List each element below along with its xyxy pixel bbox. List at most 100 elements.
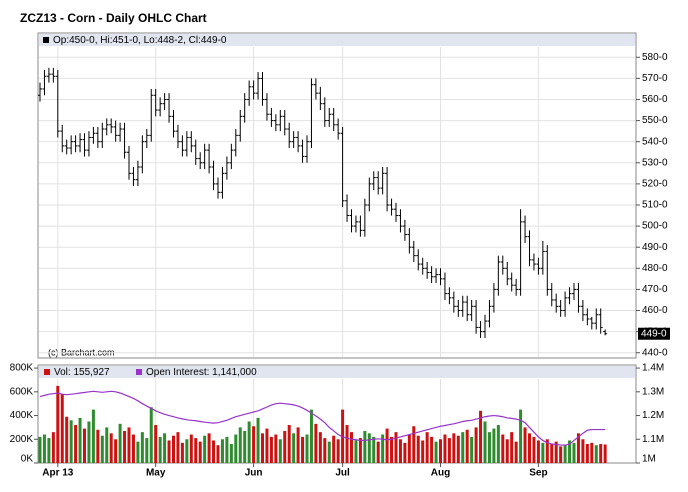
volume-bar [594,445,598,463]
volume-bar [532,436,536,463]
volume-bar [416,435,420,463]
volume-bar [238,427,242,463]
volume-bar [87,421,91,463]
ohlc-header: Op:450-0, Hi:451-0, Lo:448-2, Cl:449-0 [53,35,227,46]
volume-bar [60,394,64,463]
volume-bar [136,441,140,463]
volume-bar [180,442,184,463]
volume-bar [189,434,193,463]
volume-bar [421,440,425,463]
last-price-label: 449-0 [641,328,667,339]
volume-bar [385,428,389,463]
volume-bar [523,427,527,463]
volume-bar [434,441,438,463]
volume-bar [350,432,353,463]
volume-bar [563,445,567,463]
volume-swatch [44,369,50,375]
last-price-box [638,327,670,340]
volume-bar [528,433,531,463]
volume-bar [550,444,554,463]
y-tick-label: 800K [10,363,34,374]
y2-tick-label: 1.4M [642,363,664,374]
header-swatch [43,37,49,43]
volume-bar [225,436,229,463]
volume-bar [403,442,407,463]
y-tick-label: 400K [10,410,34,421]
x-tick-label: Aug [431,468,450,479]
volume-bar [91,409,95,463]
volume-bar [412,426,416,463]
oi-swatch [136,369,142,375]
volume-bar [265,428,269,463]
volume-bar [599,444,603,463]
volume-bar [554,441,558,463]
volume-bar [332,435,336,463]
volume-bar [145,438,149,463]
volume-bar [439,439,442,463]
volume-bar [207,433,211,463]
volume-bar [358,438,362,463]
y-tick-label: 460-0 [642,305,668,316]
volume-bar [149,407,153,463]
volume-bar [381,434,385,463]
y-tick-label: 480-0 [642,263,668,274]
y2-tick-label: 1.2M [642,410,664,421]
volume-bar [131,434,135,463]
volume-bar [301,436,305,463]
volume-bar [541,442,545,463]
volume-bar [559,446,563,463]
volume-bar [269,436,273,463]
y-tick-label: 600K [10,386,34,397]
volume-bar [336,439,340,463]
volume-bar [367,433,371,463]
volume-bar [216,445,220,463]
volume-bar [292,433,296,463]
volume-bar [590,442,594,463]
volume-bar [234,434,238,463]
volume-bar [456,435,460,463]
volume-bar [83,428,86,463]
volume-bar [247,421,251,463]
volume-bar [194,438,198,463]
y-tick-label: 520-0 [642,179,668,190]
volume-bar [243,430,247,463]
volume-header [39,366,635,378]
volume-bar [514,441,518,463]
oi-line [39,390,606,446]
volume-bar [345,425,349,463]
volume-bar [105,427,109,463]
volume-bar [140,432,144,463]
volume-bar [519,409,523,463]
legend-volume: Vol: 155,927 [54,367,110,378]
volume-bar [536,440,540,463]
volume-bar [38,436,42,463]
x-tick-label: Jul [335,468,350,479]
volume-bar [496,425,500,463]
x-tick-label: Sep [529,468,547,479]
volume-bar [56,385,60,463]
volume-bar [327,441,331,463]
volume-bar [398,439,402,463]
volume-bar [501,434,505,463]
volume-bar [603,444,607,463]
volume-bar [127,427,131,463]
volume-bar [42,434,46,463]
volume-bar [261,433,264,463]
volume-bar [407,434,411,463]
volume-bar [376,441,380,463]
volume-bar [572,442,576,463]
volume-bar [198,441,202,463]
volume-bar [510,432,514,463]
volume-bar [474,427,478,463]
volume-bar [479,410,483,463]
volume-bar [447,438,451,463]
volume-bar [487,432,491,463]
volume-bar [100,435,104,463]
volume-bar [252,426,256,463]
volume-bar [576,433,580,463]
volume-bar [283,430,287,463]
volume-bar [323,438,327,463]
volume-bar [483,421,487,463]
volume-bar [425,432,429,463]
